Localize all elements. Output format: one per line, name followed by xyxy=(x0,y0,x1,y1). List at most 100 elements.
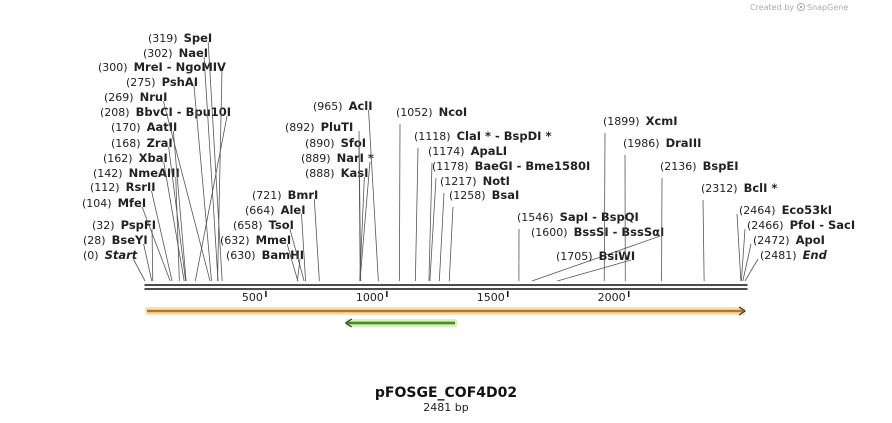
site-bspei[interactable]: (2136) BspEI xyxy=(660,159,739,282)
site-leader xyxy=(531,235,661,282)
site-mrei[interactable]: (300) MreI - NgoMIV xyxy=(98,60,226,282)
site-tsoi[interactable]: (658) TsoI xyxy=(233,218,305,282)
site-enzyme: BamHI xyxy=(262,248,304,262)
site-enzyme: AclI xyxy=(349,99,373,113)
site-leader xyxy=(742,243,752,282)
site-clai[interactable]: (1118) ClaI * - BspDI * xyxy=(414,129,551,282)
site-xbai[interactable]: (162) XbaI xyxy=(103,151,185,282)
site-noti[interactable]: (1217) NotI xyxy=(438,174,510,282)
site-rsrii[interactable]: (112) RsrII xyxy=(90,180,173,282)
site-leader xyxy=(217,70,223,282)
orange-feature[interactable] xyxy=(145,306,747,316)
site-label: (142) NmeAIII xyxy=(93,166,180,180)
site-bamhi[interactable]: (630) BamHI xyxy=(226,248,304,282)
site-leader xyxy=(428,162,433,282)
site-alei[interactable]: (664) AleI xyxy=(245,203,306,282)
site-mfei[interactable]: (104) MfeI xyxy=(82,196,171,282)
site-label: (658) TsoI xyxy=(233,218,294,232)
site-label: (2312) BclI * xyxy=(701,181,777,195)
site-pluti[interactable]: (892) PluTI xyxy=(285,120,362,282)
site-end[interactable]: (2481) End xyxy=(744,248,828,282)
map-length: 2481 bp xyxy=(423,401,468,414)
site-label: (162) XbaI xyxy=(103,151,168,165)
site-label: (275) PshAI xyxy=(126,75,198,89)
site-apoi[interactable]: (2472) ApoI xyxy=(742,233,825,282)
site-zrai[interactable]: (168) ZraI xyxy=(111,136,187,282)
site-pfoi[interactable]: (2466) PfoI - SacI xyxy=(740,218,855,282)
site-pspfi[interactable]: (32) PspFI xyxy=(92,218,156,282)
backbone xyxy=(144,284,748,290)
site-acli[interactable]: (965) AclI xyxy=(313,99,379,282)
site-enzyme: AatII xyxy=(147,120,178,134)
site-leader xyxy=(736,213,742,282)
site-label: (300) MreI - NgoMIV xyxy=(98,60,226,74)
site-leader xyxy=(175,176,180,282)
site-leader xyxy=(368,109,379,282)
site-position: (162) xyxy=(103,152,133,165)
site-aatii[interactable]: (170) AatII xyxy=(111,120,187,282)
site-position: (275) xyxy=(126,76,156,89)
site-bseyi[interactable]: (28) BseYI xyxy=(83,233,153,282)
arrow-left-icon xyxy=(344,318,353,328)
site-nmeaiii[interactable]: (142) NmeAIII xyxy=(93,166,180,282)
site-enzyme: NotI xyxy=(483,174,510,188)
site-enzyme: BclI * xyxy=(744,181,778,195)
site-label: (2481) End xyxy=(760,248,828,262)
site-label: (664) AleI xyxy=(245,203,306,217)
site-position: (170) xyxy=(111,121,141,134)
site-position: (2136) xyxy=(660,160,697,173)
site-leader xyxy=(429,177,437,282)
site-position: (1217) xyxy=(440,175,477,188)
site-pshai[interactable]: (275) PshAI xyxy=(126,75,212,282)
site-label: (1546) SapI - BspQI xyxy=(517,210,639,224)
site-enzyme: XcmI xyxy=(646,114,678,128)
site-position: (890) xyxy=(305,137,335,150)
site-leader xyxy=(296,258,301,282)
site-position: (1174) xyxy=(428,145,465,158)
site-spei[interactable]: (319) SpeI xyxy=(148,31,223,282)
site-start[interactable]: (0) Start xyxy=(83,248,146,282)
site-position: (1178) xyxy=(432,160,469,173)
scale-tick-label: 1500 xyxy=(477,291,505,304)
site-label: (630) BamHI xyxy=(226,248,304,262)
site-enzyme: PluTI xyxy=(321,120,354,134)
green-feature[interactable] xyxy=(344,318,457,328)
site-ncoi[interactable]: (1052) NcoI xyxy=(396,105,467,282)
site-nrui[interactable]: (269) NruI xyxy=(104,90,211,282)
site-leader xyxy=(448,206,454,282)
site-label: (889) NarI * xyxy=(301,151,374,165)
site-naei[interactable]: (302) NaeI xyxy=(143,46,219,282)
site-enzyme: BssSI - BssSαI xyxy=(574,225,665,239)
site-enzyme: TsoI xyxy=(269,218,294,232)
site-bmri[interactable]: (721) BmrI xyxy=(252,188,320,282)
site-position: (168) xyxy=(111,137,141,150)
site-label: (1178) BaeGI - Bme1580I xyxy=(432,159,590,173)
site-apali[interactable]: (1174) ApaLI xyxy=(428,144,507,282)
site-position: (1546) xyxy=(517,211,554,224)
site-enzyme: ZraI xyxy=(147,136,173,150)
site-label: (1899) XcmI xyxy=(603,114,678,128)
site-mmei[interactable]: (632) MmeI xyxy=(220,233,299,282)
site-label: (0) Start xyxy=(83,248,138,262)
site-label: (2466) PfoI - SacI xyxy=(747,218,855,232)
site-position: (300) xyxy=(98,61,128,74)
site-enzyme: PshAI xyxy=(162,75,198,89)
site-leader xyxy=(151,190,173,282)
site-enzyme: BsaI xyxy=(492,188,520,202)
site-leader xyxy=(740,228,746,282)
site-sapi[interactable]: (1546) SapI - BspQI xyxy=(517,210,639,282)
site-eco53ki[interactable]: (2464) Eco53kI xyxy=(736,203,832,282)
site-xcmi[interactable]: (1899) XcmI xyxy=(603,114,678,282)
site-nari[interactable]: (889) NarI * xyxy=(301,151,374,282)
site-bcli[interactable]: (2312) BclI * xyxy=(701,181,777,282)
site-baegi[interactable]: (1178) BaeGI - Bme1580I xyxy=(429,159,590,282)
site-bsai[interactable]: (1258) BsaI xyxy=(448,188,520,282)
site-position: (658) xyxy=(233,219,263,232)
site-kasi[interactable]: (888) KasI xyxy=(305,166,368,282)
site-draiii[interactable]: (1986) DraIII xyxy=(623,136,701,282)
site-bsiwi[interactable]: (1705) BsiWI xyxy=(556,249,635,282)
site-bsssi[interactable]: (1600) BssSI - BssSαI xyxy=(531,225,665,282)
site-enzyme: BspEI xyxy=(703,159,739,173)
site-position: (269) xyxy=(104,91,134,104)
